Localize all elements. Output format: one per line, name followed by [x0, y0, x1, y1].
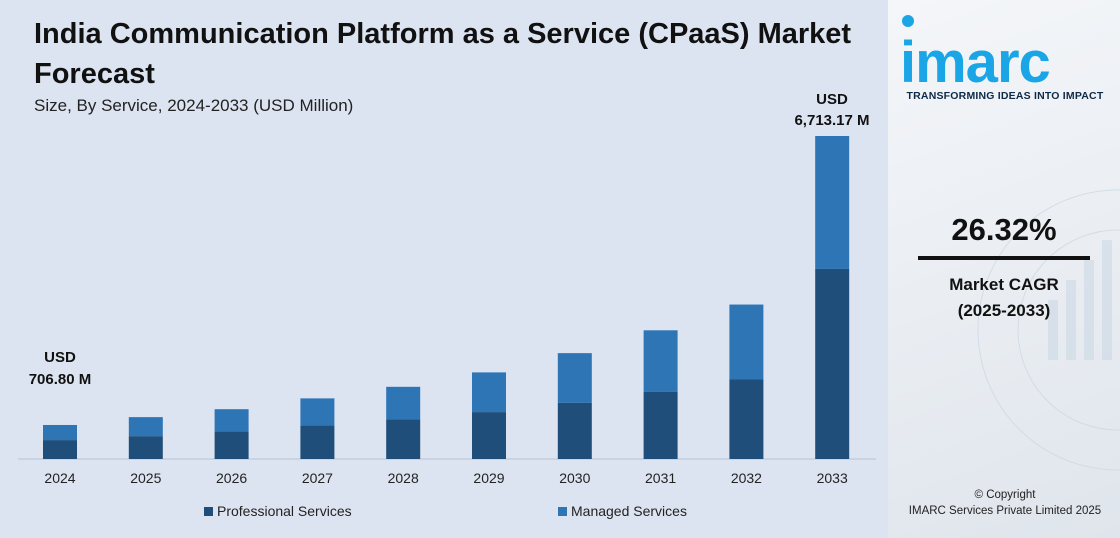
bar-managed-2025: [128, 417, 163, 437]
legend-swatch-managed: [558, 507, 567, 516]
x-tick-label-2028: 2028: [388, 470, 419, 486]
bar-professional-2033: [815, 268, 850, 459]
bar-managed-2029: [472, 372, 506, 413]
bar-managed-2033: [815, 136, 850, 269]
cagr-label-line2: (2025-2033): [957, 301, 1051, 320]
bar-managed-2030: [557, 353, 592, 403]
logo-tagline: TRANSFORMING IDEAS INTO IMPACT: [906, 90, 1104, 102]
x-tick-label-2025: 2025: [130, 470, 161, 486]
side-panel: [888, 0, 1120, 538]
x-tick-label-2024: 2024: [44, 470, 75, 486]
x-tick-label-2027: 2027: [302, 470, 333, 486]
copyright-line2: IMARC Services Private Limited 2025: [908, 505, 1102, 517]
background-decoration: [977, 189, 1120, 471]
chart-subtitle: Size, By Service, 2024-2033 (USD Million…: [34, 96, 354, 115]
bar-professional-2024: [43, 440, 77, 459]
bar-professional-2029: [472, 412, 506, 459]
legend-swatch-professional: [204, 507, 213, 516]
chart-title: India Communication Platform as a Servic…: [34, 18, 852, 90]
bar-managed-2026: [214, 409, 249, 432]
bar-professional-2026: [214, 431, 249, 459]
x-tick-label-2030: 2030: [559, 470, 590, 486]
logo-dot-icon: [902, 15, 914, 27]
bar-professional-2030: [557, 402, 592, 459]
last-bar-annotation-line2: 6,713.17 M: [794, 112, 869, 129]
stacked-bar-chart: 2024 2025 2026 2027 2028 2029 2030 2031 2032 2033…: [18, 91, 876, 519]
cagr-label-line1: Market CAGR: [949, 275, 1059, 294]
bar-professional-2032: [729, 379, 764, 459]
bar-professional-2028: [386, 419, 421, 459]
first-bar-annotation-line1: USD: [44, 349, 76, 366]
x-tick-label-2033: 2033: [817, 470, 848, 486]
x-tick-label-2032: 2032: [731, 470, 762, 486]
cagr-value: 26.32%: [951, 212, 1057, 247]
cagr-label: Market CAGR (2025-2033): [918, 272, 1090, 324]
copyright-line1: © Copyright: [974, 489, 1036, 501]
bar-managed-2028: [386, 386, 421, 420]
x-tick-label-2026: 2026: [216, 470, 247, 486]
x-tick-label-2029: 2029: [473, 470, 504, 486]
bar-managed-2027: [300, 398, 335, 426]
bar-managed-2031: [643, 330, 678, 392]
legend-label-professional: Professional Services: [217, 503, 352, 519]
bar-professional-2025: [128, 436, 163, 459]
legend-label-managed: Managed Services: [571, 503, 687, 519]
last-bar-annotation-line1: USD: [816, 91, 848, 108]
bar-managed-2024: [43, 424, 77, 441]
copyright-notice: © Copyright IMARC Services Private Limit…: [900, 487, 1110, 519]
bar-professional-2027: [300, 425, 335, 459]
imarc-logo: imarc: [900, 30, 1051, 95]
bar-managed-2032: [729, 304, 764, 380]
first-bar-annotation-line2: 706.80 M: [29, 371, 92, 388]
x-tick-label-2031: 2031: [645, 470, 676, 486]
cagr-divider: [918, 256, 1090, 260]
bar-professional-2031: [643, 391, 678, 459]
